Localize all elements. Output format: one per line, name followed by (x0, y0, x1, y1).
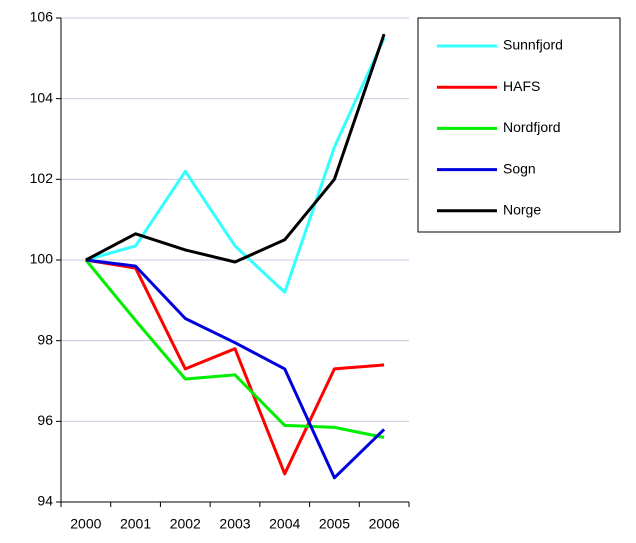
y-tick-label: 94 (37, 493, 53, 509)
legend-label: Sogn (503, 160, 536, 176)
y-tick-label: 106 (30, 9, 54, 25)
series-line (85, 33, 386, 264)
y-tick-label: 102 (30, 170, 54, 186)
y-tick-label: 104 (30, 89, 54, 105)
legend-box (417, 17, 621, 233)
x-tick-label: 2000 (70, 516, 101, 532)
y-tick-label: 100 (30, 251, 54, 267)
y-tick-label: 96 (37, 412, 53, 428)
legend-label: Sunnfjord (503, 37, 563, 53)
x-tick-label: 2002 (170, 516, 201, 532)
series-line (85, 258, 386, 480)
x-tick-label: 2004 (269, 516, 300, 532)
y-tick-label: 98 (37, 331, 53, 347)
legend-label: Nordfjord (503, 119, 561, 135)
x-tick-label: 2003 (219, 516, 250, 532)
series-line (85, 258, 385, 476)
x-tick-label: 2005 (319, 516, 350, 532)
x-tick-label: 2006 (369, 516, 400, 532)
series-line (84, 259, 385, 439)
x-tick-label: 2001 (120, 516, 151, 532)
series-line (85, 37, 386, 294)
legend-label: Norge (503, 202, 541, 218)
legend-label: HAFS (503, 78, 540, 94)
